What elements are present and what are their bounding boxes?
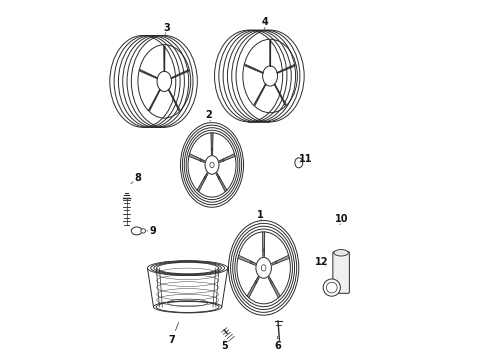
Ellipse shape [222,159,224,161]
Ellipse shape [263,249,265,251]
Text: 1: 1 [257,210,264,220]
Text: 5: 5 [221,341,227,351]
Text: 2: 2 [205,111,212,121]
FancyBboxPatch shape [333,252,349,293]
Ellipse shape [141,229,146,233]
Ellipse shape [255,281,257,283]
Ellipse shape [334,249,348,256]
Ellipse shape [204,176,206,179]
Ellipse shape [295,158,303,168]
Text: 3: 3 [164,23,171,33]
Text: 11: 11 [299,154,313,164]
Ellipse shape [131,227,142,235]
Ellipse shape [218,176,220,179]
Text: 8: 8 [134,173,141,183]
Ellipse shape [275,261,277,264]
Ellipse shape [200,159,202,161]
Text: 10: 10 [335,215,348,224]
Text: 4: 4 [262,17,269,27]
Ellipse shape [250,261,252,264]
Text: 7: 7 [168,335,175,345]
Ellipse shape [323,279,341,296]
Text: 12: 12 [315,257,328,267]
Ellipse shape [270,281,272,283]
Text: 9: 9 [149,226,156,236]
Text: 6: 6 [274,341,281,351]
Ellipse shape [211,148,213,150]
